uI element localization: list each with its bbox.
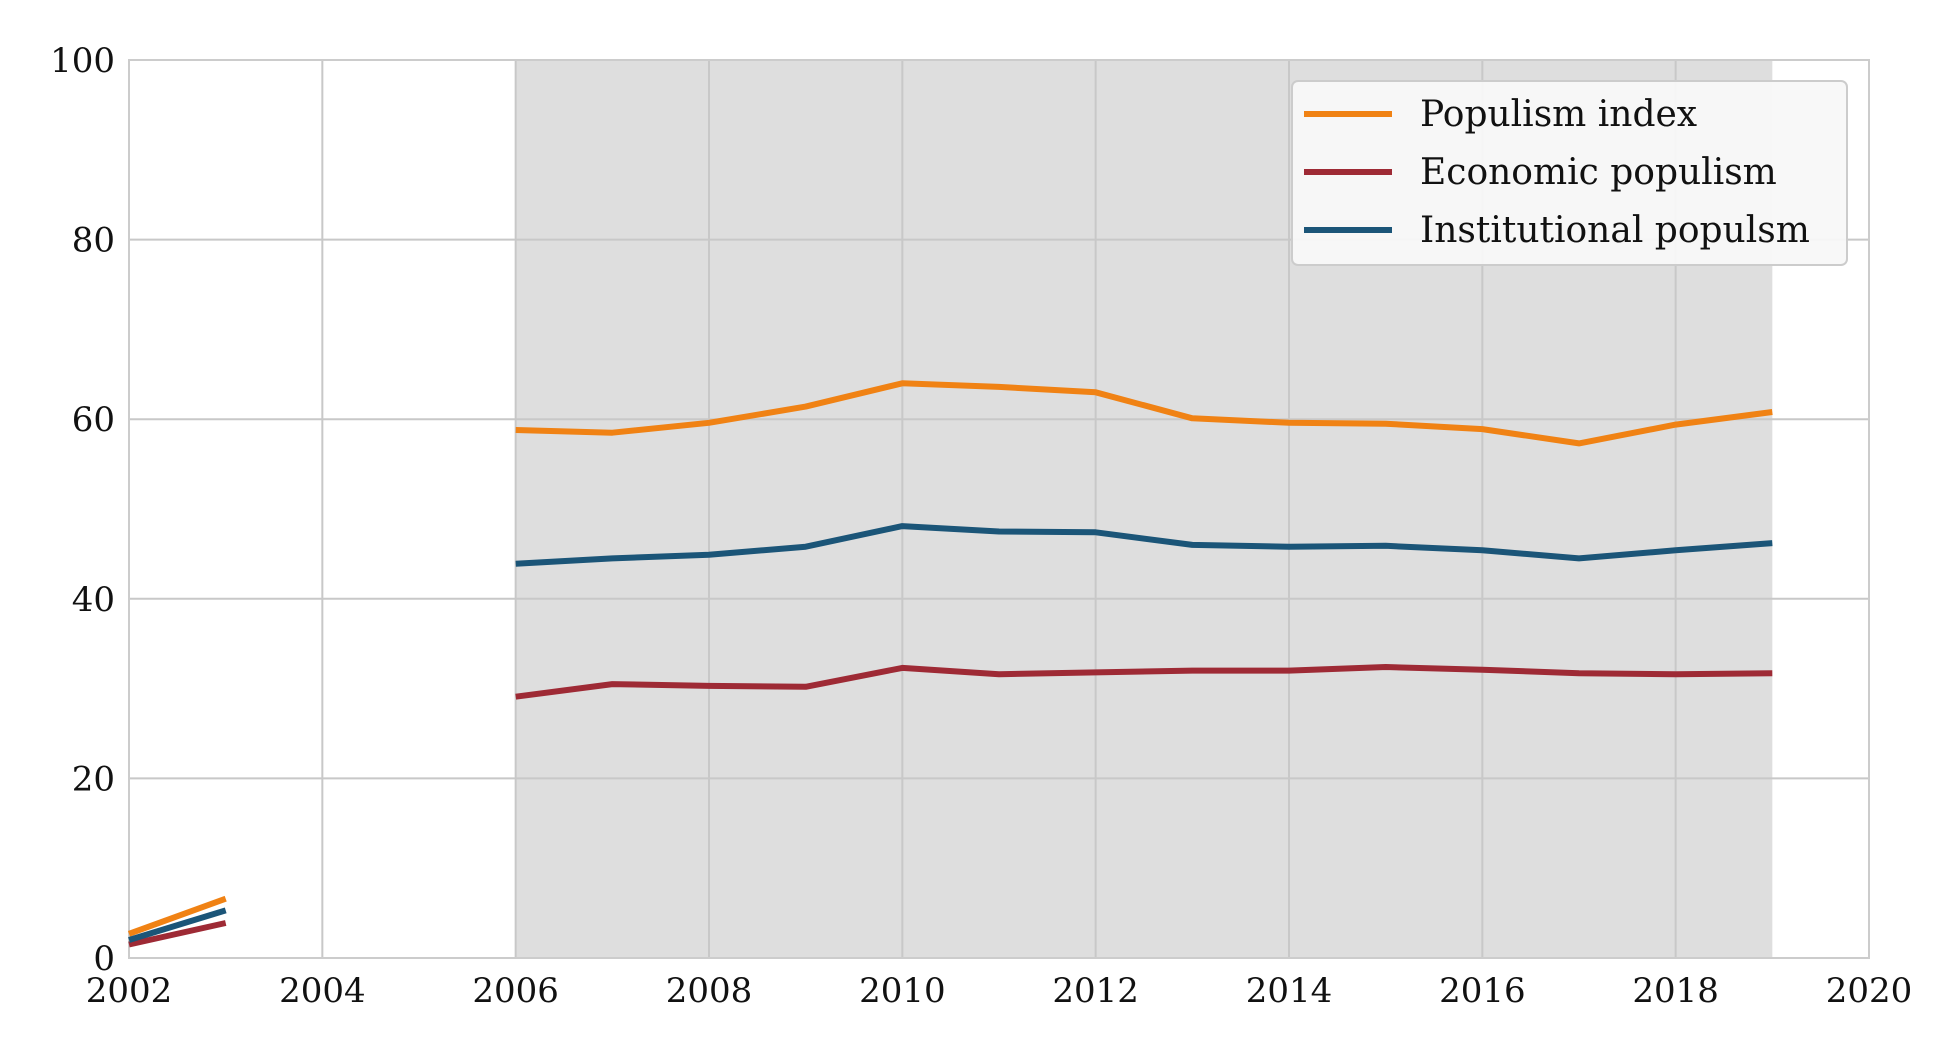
series-line-institutional-populsm xyxy=(515,523,1773,567)
y-tick-label: 20 xyxy=(72,759,115,799)
series-line-economic-populism xyxy=(128,920,227,948)
series-line-institutional-populsm xyxy=(128,907,227,943)
series-line-populism-index xyxy=(127,895,227,937)
legend-label: Economic populism xyxy=(1420,152,1777,193)
x-tick-label: 2010 xyxy=(859,971,946,1011)
x-tick-label: 2002 xyxy=(86,971,173,1011)
y-tick-label: 0 xyxy=(93,939,115,979)
series-line-economic-populism xyxy=(515,664,1773,700)
y-tick-label: 80 xyxy=(72,221,115,261)
plot-frame xyxy=(128,59,1870,959)
legend-label: Institutional populsm xyxy=(1420,210,1810,251)
y-tick-label: 60 xyxy=(72,400,115,440)
legend-label: Populism index xyxy=(1420,94,1697,135)
series-line-populism-index xyxy=(515,380,1773,447)
x-tick-label: 2006 xyxy=(472,971,559,1011)
y-tick-label: 100 xyxy=(50,41,115,81)
legend: Populism index Economic populism Instituti… xyxy=(1291,80,1848,266)
x-tick-label: 2012 xyxy=(1052,971,1139,1011)
x-tick-label: 2004 xyxy=(279,971,366,1011)
x-tick-label: 2014 xyxy=(1246,971,1333,1011)
x-tick-label: 2018 xyxy=(1632,971,1719,1011)
x-tick-label: 2020 xyxy=(1826,971,1913,1011)
y-tick-label: 40 xyxy=(72,580,115,620)
x-tick-label: 2008 xyxy=(666,971,753,1011)
legend-box xyxy=(1291,80,1848,266)
x-tick-label: 2016 xyxy=(1439,971,1526,1011)
